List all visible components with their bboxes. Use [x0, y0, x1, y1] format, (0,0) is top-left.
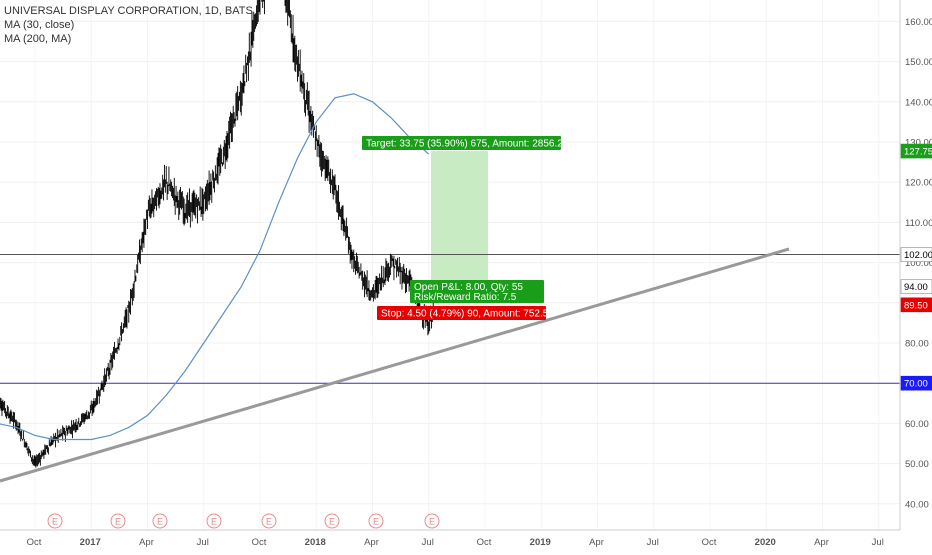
earnings-icon	[110, 513, 126, 529]
earnings-letter: E	[52, 517, 58, 527]
trendline[interactable]	[0, 247, 790, 483]
symbol-title[interactable]: UNIVERSAL DISPLAY CORPORATION, 1D, BATS	[4, 5, 253, 17]
earnings-icon	[261, 513, 277, 529]
price-tick-label: 60.00	[905, 419, 929, 430]
price-axis-label[interactable]: 102.00	[900, 247, 932, 262]
price-tick-label: 110.00	[905, 218, 932, 229]
time-tick-label: Oct	[252, 537, 267, 548]
time-tick-label: Jul	[197, 537, 209, 548]
earnings-letter: E	[429, 517, 435, 527]
earnings-icon	[206, 513, 222, 529]
time-tick-label: Apr	[364, 537, 379, 548]
price-tick-label: 50.00	[905, 459, 929, 470]
grid	[0, 0, 900, 530]
earnings-icon	[152, 513, 168, 529]
price-tick-label: 160.00	[905, 17, 932, 28]
earnings-letter: E	[373, 517, 379, 527]
open-pnl-label[interactable]: Open P&L: 8.00, Qty: 55 Risk/Reward Rati…	[410, 280, 544, 303]
target-label-text: Target: 33.75 (35.90%) 675, Amount: 2856…	[366, 139, 569, 150]
stop-label[interactable]: Stop: 4.50 (4.79%) 90, Amount: 752.5	[377, 306, 549, 320]
earnings-marker[interactable]: E	[47, 513, 63, 529]
earnings-icon	[47, 513, 63, 529]
open-pnl-text: Open P&L: 8.00, Qty: 55	[414, 282, 523, 293]
price-axis-label[interactable]: 70.00	[900, 375, 932, 391]
price-tick-label: 150.00	[905, 57, 932, 68]
stop-label-text: Stop: 4.50 (4.79%) 90, Amount: 752.5	[381, 309, 549, 320]
time-tick-label: 2019	[530, 537, 551, 548]
price-tick-label: 100.00	[905, 258, 932, 269]
time-tick-label: Apr	[814, 537, 829, 548]
earnings-icon	[324, 513, 340, 529]
earnings-letter: E	[115, 517, 121, 527]
time-tick-label: Apr	[139, 537, 154, 548]
price-axis-label[interactable]: 94.00	[900, 279, 932, 295]
earnings-marker[interactable]: E	[368, 513, 384, 529]
price-axis-label[interactable]: 127.75	[900, 143, 932, 159]
earnings-marker[interactable]: E	[261, 513, 277, 529]
price-candles	[0, 0, 434, 468]
price-axis-label-text: 70.00	[904, 379, 928, 390]
time-tick-label: 2020	[755, 537, 776, 548]
earnings-marker[interactable]: E	[110, 513, 126, 529]
price-axis-label-text: 94.00	[904, 282, 928, 293]
earnings-icon	[368, 513, 384, 529]
time-tick-label: Oct	[477, 537, 492, 548]
price-tick-label: 120.00	[905, 178, 932, 189]
time-tick-label: Oct	[27, 537, 42, 548]
earnings-marker[interactable]: E	[424, 513, 440, 529]
earnings-marker[interactable]: E	[152, 513, 168, 529]
price-axis-label-text: 89.50	[904, 300, 928, 311]
time-tick-label: Apr	[589, 537, 604, 548]
price-tick-label: 80.00	[905, 339, 929, 350]
price-tick-label: 140.00	[905, 97, 932, 108]
earnings-letter: E	[211, 517, 217, 527]
price-tick-label: 40.00	[905, 499, 929, 510]
price-axis-label[interactable]: 89.50	[900, 297, 932, 313]
chart-legend: UNIVERSAL DISPLAY CORPORATION, 1D, BATS …	[4, 4, 253, 46]
price-tick-label: 130.00	[905, 138, 932, 149]
time-tick-label: 2017	[80, 537, 101, 548]
indicator-ma200[interactable]: MA (200, MA)	[4, 33, 72, 45]
price-axis-label-text: 127.75	[904, 147, 932, 158]
earnings-letter: E	[266, 517, 272, 527]
target-zone[interactable]	[431, 151, 488, 287]
risk-reward-text: Risk/Reward Ratio: 7.5	[414, 292, 517, 303]
earnings-marker[interactable]: E	[324, 513, 340, 529]
time-tick-label: Jul	[647, 537, 659, 548]
price-axis-label-text: 102.00	[904, 250, 932, 261]
time-tick-label: Oct	[702, 537, 717, 548]
time-tick-label: Jul	[422, 537, 434, 548]
price-axis[interactable]: 40.0050.0060.0070.0080.0090.00100.00110.…	[899, 0, 932, 530]
target-label[interactable]: Target: 33.75 (35.90%) 675, Amount: 2856…	[362, 136, 569, 150]
earnings-letter: E	[157, 517, 163, 527]
earnings-marker[interactable]: E	[206, 513, 222, 529]
time-axis[interactable]: Oct 2017 Apr Jul Oct 2018 Apr Jul Oct 2019 Apr Jul O…	[0, 529, 900, 548]
earnings-icon	[424, 513, 440, 529]
indicator-ma30[interactable]: MA (30, close)	[4, 19, 75, 31]
time-tick-label: Jul	[872, 537, 884, 548]
ma-200-line	[0, 93, 430, 441]
earnings-letter: E	[329, 517, 335, 527]
time-tick-label: 2018	[305, 537, 326, 548]
